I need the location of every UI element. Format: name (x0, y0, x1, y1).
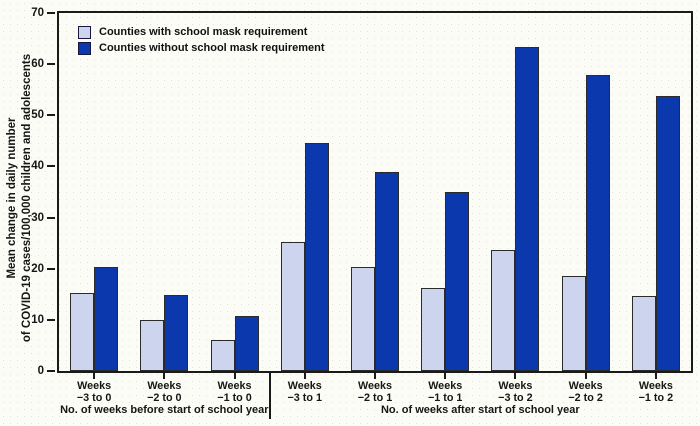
bar-with-mask (631, 295, 656, 371)
y-axis-title-line1: Mean change in daily number (6, 117, 18, 279)
bar-group (621, 13, 691, 371)
bar-group (270, 13, 340, 371)
y-tick-mark (47, 216, 55, 219)
x-category-label: Weeks −1 to 1 (427, 380, 463, 404)
y-tick-label: 20 (31, 262, 44, 275)
x-category-label: Weeks −3 to 2 (498, 380, 533, 404)
x-category-label: Weeks −1 to 2 (638, 380, 674, 404)
bar-without-mask (655, 95, 680, 371)
x-tick-slot (129, 373, 199, 379)
y-tick-label: 70 (31, 7, 44, 19)
x-category-label: Weeks −2 to 2 (568, 380, 603, 404)
x-tick-slot (410, 373, 480, 379)
bar-with-mask (280, 241, 305, 371)
x-category-label: Weeks −2 to 0 (147, 380, 182, 404)
legend: Counties with school mask requirement Co… (78, 26, 325, 58)
x-tick-mark (584, 373, 587, 379)
x-tick-slot (199, 373, 269, 379)
x-axis-labels: Weeks −3 to 0 Weeks −2 to 0 Weeks −1 to 0 Week… (59, 380, 691, 404)
legend-label-with-mask: Counties with school mask requirement (99, 26, 308, 38)
x-section-label: No. of weeks after start of school year (380, 404, 580, 416)
bar-with-mask (210, 340, 235, 371)
y-tick-label: 10 (31, 313, 44, 326)
x-tick-mark (233, 373, 236, 379)
x-tick-mark (514, 373, 517, 379)
bar-group (480, 13, 550, 371)
legend-item-without-mask: Counties without school mask requirement (78, 42, 325, 55)
y-tick-label: 50 (31, 109, 44, 122)
y-tick-mark (47, 318, 55, 321)
bar-without-mask (515, 46, 540, 371)
bar-without-mask (304, 142, 329, 371)
x-tick-mark (373, 373, 376, 379)
bar-group (199, 13, 269, 371)
y-tick-label: 40 (31, 160, 44, 173)
x-category-label: Weeks −1 to 0 (217, 380, 252, 404)
bar-without-mask (94, 267, 119, 371)
bar-with-mask (421, 287, 446, 371)
bar-with-mask (350, 267, 375, 371)
x-tick-mark (303, 373, 306, 379)
y-tick-mark (47, 370, 55, 372)
x-axis-ticks (59, 373, 691, 379)
y-tick-label: 60 (31, 58, 44, 71)
x-tick-slot (340, 373, 410, 379)
bar-group (59, 13, 129, 371)
bar-without-mask (374, 171, 399, 371)
legend-swatch-without-mask (78, 42, 91, 55)
x-category-label: Weeks −3 to 1 (287, 380, 323, 404)
y-tick-mark (47, 63, 55, 66)
x-tick-slot (621, 373, 691, 379)
plot-area (57, 11, 693, 373)
bar-with-mask (561, 275, 586, 371)
y-axis-title-line2: of COVID-19 cases/100,000 children and a… (21, 53, 33, 343)
x-tick-slot (270, 373, 340, 379)
legend-item-with-mask: Counties with school mask requirement (78, 26, 325, 39)
y-tick-label: 0 (37, 365, 44, 377)
bar-group (551, 13, 621, 371)
bar-group (129, 13, 199, 371)
bar-with-mask (491, 249, 516, 371)
x-tick-slot (59, 373, 129, 379)
x-tick-mark (654, 373, 657, 379)
x-tick-mark (93, 373, 96, 379)
x-section-label: No. of weeks before start of school year (60, 404, 269, 416)
bar-with-mask (140, 319, 165, 371)
legend-swatch-with-mask (78, 26, 91, 39)
x-tick-mark (163, 373, 166, 379)
bar-without-mask (164, 294, 189, 371)
y-tick-mark (47, 165, 55, 168)
bar-without-mask (585, 74, 610, 371)
legend-label-without-mask: Counties without school mask requirement (99, 42, 325, 54)
bar-group (340, 13, 410, 371)
x-tick-slot (480, 373, 550, 379)
x-axis-section-labels: No. of weeks before start of school year… (59, 404, 691, 420)
y-tick-mark (47, 114, 55, 117)
bar-with-mask (70, 293, 95, 371)
y-tick-label: 30 (31, 211, 44, 224)
y-tick-mark (47, 12, 55, 14)
bars-layer (59, 13, 691, 371)
section-divider-line (268, 373, 271, 419)
bar-without-mask (445, 192, 470, 371)
x-category-label: Weeks −2 to 1 (357, 380, 393, 404)
x-category-label: Weeks −3 to 0 (76, 380, 112, 404)
bar-without-mask (234, 316, 259, 371)
bar-group (410, 13, 480, 371)
x-tick-slot (551, 373, 621, 379)
x-tick-mark (444, 373, 447, 379)
y-tick-mark (47, 267, 55, 270)
